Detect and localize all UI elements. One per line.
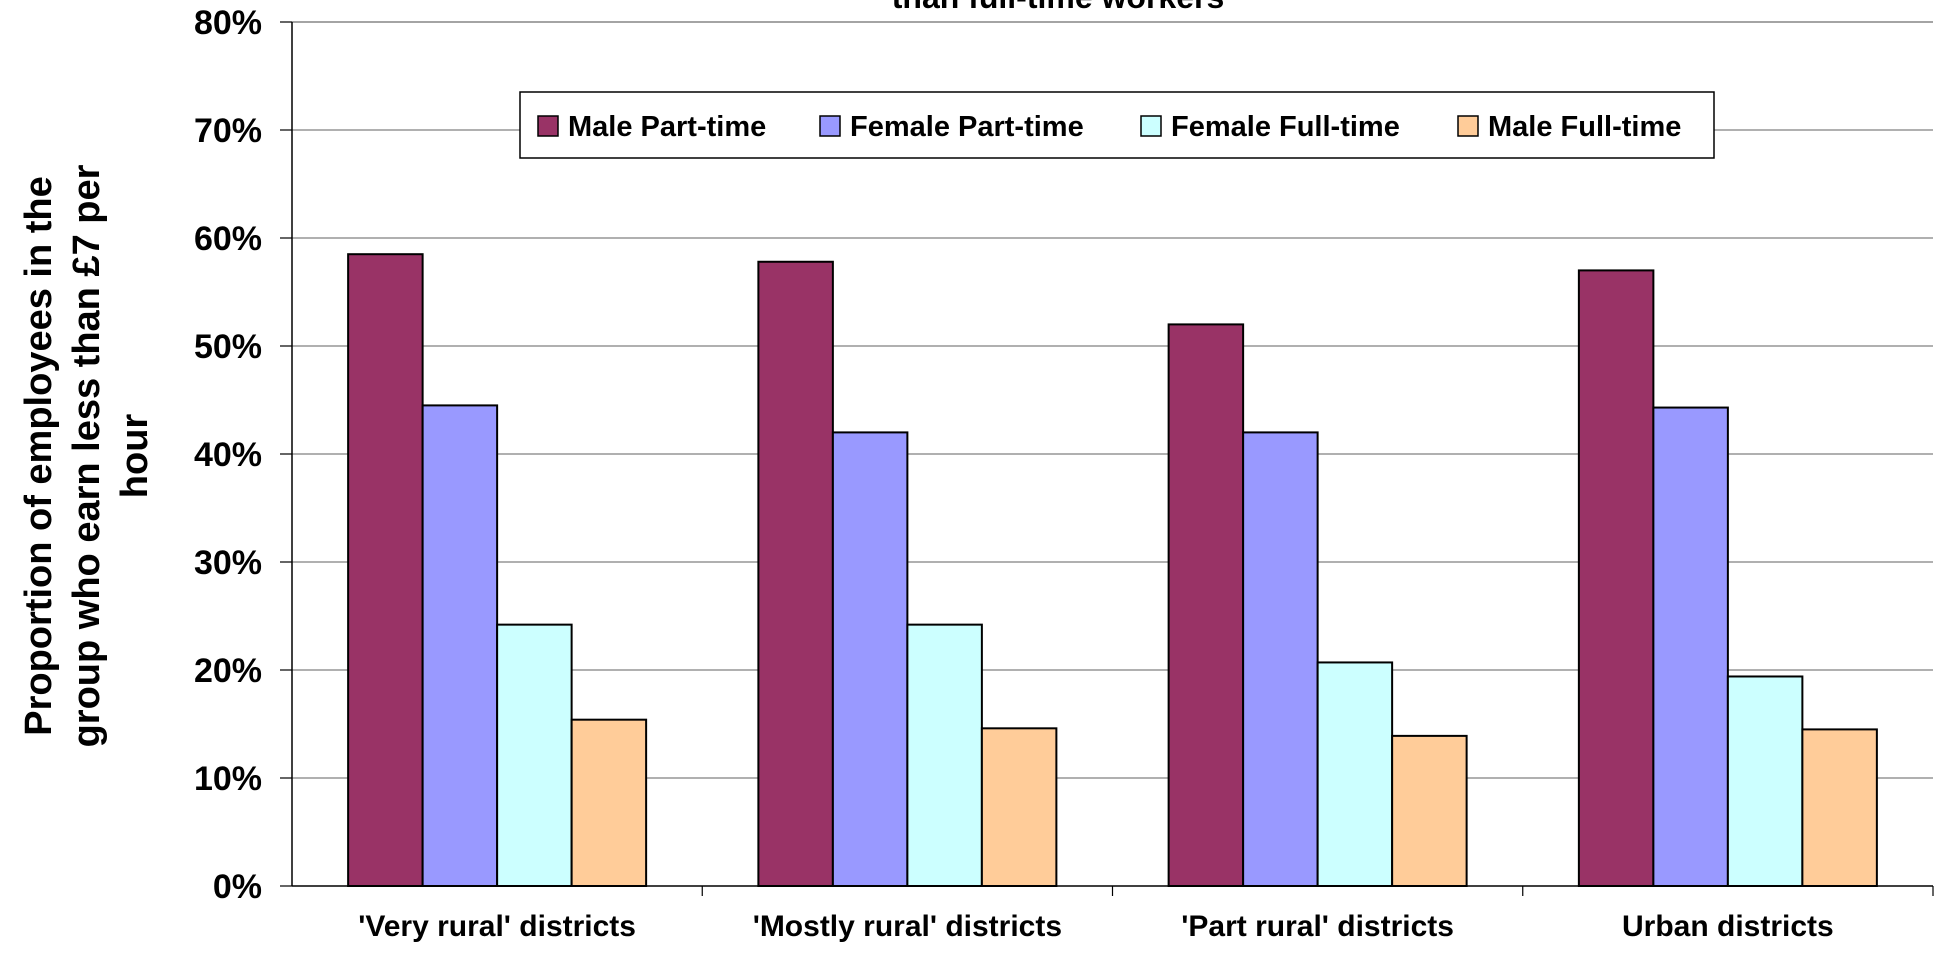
y-tick-label: 40% <box>194 436 262 474</box>
legend-swatch <box>537 115 559 137</box>
bar-male-part-time <box>757 260 834 887</box>
y-axis-label: Proportion of employees in the group who … <box>18 164 156 747</box>
axes: 0% 10% 20% 30% 40% 50% 60% 70% 80% 'Very rural' d… <box>194 4 1934 943</box>
y-tick-label: 0% <box>213 868 262 906</box>
y-tick-label: 20% <box>194 652 262 690</box>
y-axis-label-line: hour <box>114 414 156 499</box>
chart-title: than full-time workers <box>892 0 1225 15</box>
legend-label: Female Full-time <box>1171 111 1400 143</box>
bar-female-full-time <box>1726 675 1804 887</box>
bar-male-full-time <box>1391 734 1468 887</box>
y-axis-label-line: group who earn less than £7 per <box>66 164 108 747</box>
legend-label: Female Part-time <box>850 111 1084 143</box>
x-tick-label: 'Mostly rural' districts <box>753 910 1062 943</box>
y-tick-label: 10% <box>194 760 262 798</box>
y-tick-label: 30% <box>194 544 262 582</box>
bar-female-part-time <box>831 431 909 887</box>
legend-swatch <box>1457 115 1479 137</box>
bar-male-part-time <box>1577 269 1655 887</box>
y-tick-label: 50% <box>194 328 262 366</box>
x-tick-label: 'Part rural' districts <box>1181 910 1454 943</box>
y-tick-label: 70% <box>194 112 262 150</box>
legend-label: Male Part-time <box>568 111 766 143</box>
x-tick-label: Urban districts <box>1622 910 1834 943</box>
bar-male-full-time <box>1801 728 1878 888</box>
legend-label: Male Full-time <box>1488 111 1681 143</box>
bars <box>347 253 1878 888</box>
bar-female-full-time <box>1316 661 1394 887</box>
bar-male-part-time <box>1167 323 1245 887</box>
bar-male-full-time <box>570 718 648 887</box>
y-axis-label-line: Proportion of employees in the <box>18 176 60 736</box>
bar-male-full-time <box>980 727 1058 887</box>
legend: Male Part-time Female Part-time Female Ful… <box>519 91 1715 159</box>
y-tick-label: 60% <box>194 220 262 258</box>
x-tick-label: 'Very rural' districts <box>358 910 636 943</box>
bar-female-part-time <box>1652 406 1729 887</box>
legend-swatch <box>1140 115 1162 137</box>
bar-female-full-time <box>496 623 573 887</box>
bar-female-part-time <box>1242 431 1319 887</box>
bar-female-part-time <box>421 404 499 887</box>
legend-box <box>519 91 1715 159</box>
legend-swatch <box>819 115 841 137</box>
y-tick-label: 80% <box>194 4 262 42</box>
bar-male-part-time <box>347 253 424 887</box>
bar-female-full-time <box>906 623 983 887</box>
